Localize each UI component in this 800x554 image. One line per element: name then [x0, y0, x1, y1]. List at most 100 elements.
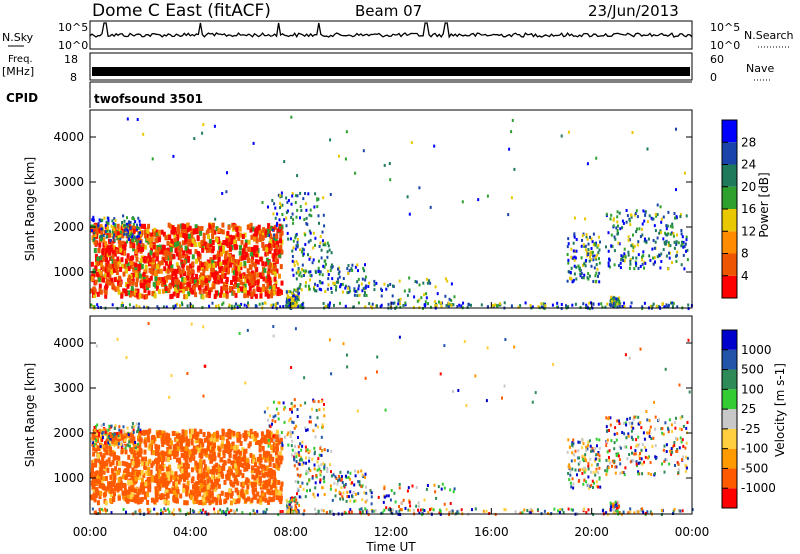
data-cell	[253, 482, 257, 487]
data-cell	[264, 291, 268, 297]
data-cell	[605, 440, 608, 444]
data-cell	[100, 227, 103, 231]
data-cell	[287, 295, 290, 299]
data-cell	[154, 248, 158, 254]
data-cell	[239, 232, 243, 238]
data-cell	[640, 457, 643, 461]
data-cell	[290, 407, 293, 411]
data-cell	[285, 304, 288, 308]
data-cell	[192, 445, 196, 451]
data-cell	[307, 451, 310, 454]
data-cell	[105, 438, 108, 442]
data-cell	[330, 474, 333, 478]
data-cell	[285, 508, 288, 512]
data-cell	[383, 487, 386, 491]
data-cell	[387, 284, 389, 288]
data-cell	[456, 305, 459, 309]
data-cell	[183, 224, 187, 230]
data-cell	[216, 253, 220, 259]
data-cell	[329, 463, 331, 467]
data-cell	[610, 439, 613, 443]
data-cell	[112, 472, 116, 478]
data-cell	[150, 240, 154, 246]
data-cell	[290, 444, 293, 448]
data-cell	[276, 465, 280, 471]
data-cell	[147, 290, 151, 296]
data-cell	[344, 483, 347, 486]
data-cell	[276, 440, 280, 446]
data-cell	[104, 272, 108, 278]
data-cell	[256, 465, 260, 471]
data-cell	[295, 303, 298, 307]
data-cell	[294, 201, 297, 204]
data-cell	[215, 304, 217, 308]
data-cell	[623, 305, 626, 309]
data-cell	[159, 268, 163, 274]
data-cell	[111, 439, 115, 444]
data-cell	[113, 277, 117, 283]
data-cell	[92, 268, 96, 274]
data-cell	[138, 273, 142, 279]
data-cell	[296, 492, 298, 496]
data-cell	[135, 448, 139, 453]
data-cell	[196, 236, 200, 242]
data-cell	[627, 434, 630, 438]
data-cell	[120, 446, 123, 449]
data-cell	[507, 213, 510, 217]
data-cell	[623, 445, 626, 449]
data-cell	[670, 301, 672, 305]
data-cell	[425, 277, 428, 281]
data-cell	[225, 288, 228, 294]
data-cell	[295, 271, 298, 275]
data-cell	[144, 470, 148, 476]
data-cell	[131, 255, 135, 261]
data-cell	[279, 233, 283, 239]
data-cell	[160, 466, 164, 472]
data-cell	[175, 492, 179, 498]
data-cell	[265, 247, 269, 253]
data-cell	[305, 461, 308, 465]
data-cell	[605, 458, 608, 462]
data-cell	[216, 433, 219, 439]
data-cell	[170, 238, 174, 244]
data-cell	[241, 456, 245, 462]
data-cell	[128, 303, 131, 307]
data-cell	[96, 303, 99, 307]
data-cell	[261, 302, 264, 306]
colorbar-segment	[722, 253, 737, 276]
data-cell	[598, 466, 601, 470]
data-cell	[357, 301, 360, 305]
data-cell	[145, 461, 149, 467]
data-cell	[568, 478, 571, 481]
data-cell	[660, 231, 663, 234]
data-cell	[600, 302, 603, 306]
data-cell	[319, 480, 322, 484]
data-cell	[254, 234, 258, 239]
data-cell	[595, 263, 598, 267]
data-cell	[271, 242, 275, 248]
data-cell	[155, 457, 159, 463]
data-cell	[268, 467, 272, 473]
data-cell	[160, 260, 164, 266]
data-cell	[115, 460, 119, 466]
data-cell	[243, 436, 247, 442]
data-cell	[625, 445, 628, 449]
data-cell	[156, 449, 160, 455]
data-cell	[157, 289, 161, 295]
data-cell	[238, 271, 242, 277]
data-cell	[156, 251, 159, 257]
data-cell	[116, 231, 120, 237]
data-cell	[215, 290, 218, 296]
data-cell	[624, 421, 627, 425]
data-cell	[200, 478, 203, 484]
data-cell	[493, 303, 496, 307]
data-cell	[119, 485, 123, 491]
data-cell	[254, 231, 258, 237]
data-cell	[610, 295, 612, 299]
data-cell	[253, 475, 257, 481]
data-cell	[417, 508, 419, 512]
data-cell	[295, 424, 298, 428]
data-cell	[685, 235, 688, 239]
data-cell	[276, 212, 279, 216]
data-cell	[294, 507, 297, 511]
